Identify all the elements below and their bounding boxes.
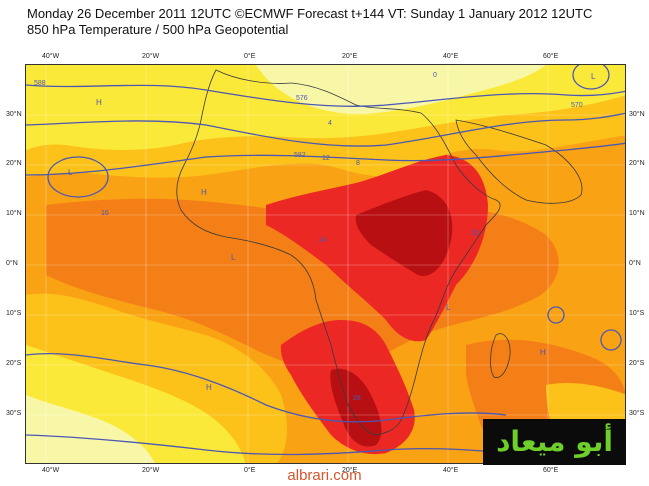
contour-label: 20 xyxy=(471,230,479,237)
low-pressure-mark: L xyxy=(591,72,596,81)
low-pressure-mark: L xyxy=(68,168,73,177)
lat-tick-right: 0°N xyxy=(629,260,641,267)
lat-tick-left: 20°N xyxy=(6,160,22,167)
lat-tick-right: 30°S xyxy=(629,410,645,417)
lon-tick-top: 40°W xyxy=(42,53,60,60)
forecast-map: 588 582 576 570 12 16 20 24 28 8 4 0 H H… xyxy=(25,64,626,464)
high-pressure-mark: H xyxy=(206,383,212,392)
lat-tick-right: 10°S xyxy=(629,310,645,317)
contour-label: 576 xyxy=(296,95,308,102)
lon-tick-bottom: 60°E xyxy=(543,467,559,474)
lon-tick-top: 60°E xyxy=(543,53,559,60)
contour-label: 12 xyxy=(322,155,330,162)
band-pale-north xyxy=(256,65,546,115)
high-pressure-mark: H xyxy=(96,98,102,107)
contour-label: 28 xyxy=(353,395,361,402)
lon-tick-bottom: 20°E xyxy=(342,467,358,474)
lat-tick-right: 20°N xyxy=(629,160,645,167)
coastline-madagascar xyxy=(490,333,511,378)
low-pressure-mark: L xyxy=(446,303,451,312)
map-subtitle: 850 hPa Temperature / 500 hPa Geopotenti… xyxy=(27,22,289,37)
band-dark-red-kalahari xyxy=(330,368,382,447)
pressure-cells xyxy=(47,65,622,351)
lat-tick-left: 20°S xyxy=(6,360,22,367)
temperature-field: 588 582 576 570 12 16 20 24 28 8 4 0 H H… xyxy=(26,65,625,463)
contour-label: 8 xyxy=(356,160,360,167)
lat-tick-left: 10°S xyxy=(6,310,22,317)
lat-tick-left: 30°N xyxy=(6,111,22,118)
band-dark-red-core xyxy=(355,190,453,276)
contour-label: 582 xyxy=(294,152,306,159)
contour-label: 4 xyxy=(328,120,332,127)
lon-tick-top: 20°W xyxy=(142,53,160,60)
contour-label: 24 xyxy=(319,237,327,244)
low-pressure-mark: L xyxy=(231,253,236,262)
lon-tick-top: 20°E xyxy=(342,53,358,60)
lat-tick-left: 30°S xyxy=(6,410,22,417)
high-pressure-mark: H xyxy=(201,188,207,197)
lat-tick-right: 30°N xyxy=(629,111,645,118)
lon-tick-top: 0°E xyxy=(244,53,256,60)
coastline-arabia xyxy=(455,119,583,204)
lon-tick-bottom: 40°E xyxy=(443,467,459,474)
lon-tick-bottom: 20°W xyxy=(142,467,160,474)
site-credit: albrari.com xyxy=(287,467,362,484)
lat-tick-right: 10°N xyxy=(629,210,645,217)
high-pressure-mark: H xyxy=(540,348,546,357)
lon-tick-bottom: 40°W xyxy=(42,467,60,474)
lat-tick-left: 10°N xyxy=(6,210,22,217)
contour-label: 588 xyxy=(34,80,46,87)
lon-tick-bottom: 0°E xyxy=(244,467,256,474)
lon-tick-top: 40°E xyxy=(443,53,459,60)
contour-labels: 588 582 576 570 12 16 20 24 28 8 4 0 xyxy=(34,72,583,402)
lat-tick-right: 20°S xyxy=(629,360,645,367)
graticule xyxy=(26,65,625,463)
geopotential-contours xyxy=(26,84,625,456)
pressure-labels: H H H H L L L L xyxy=(68,72,596,392)
contour-label: 16 xyxy=(101,210,109,217)
map-title: Monday 26 December 2011 12UTC ©ECMWF For… xyxy=(27,6,593,21)
band-pale-atlantic xyxy=(26,395,155,463)
watermark-logo: أبو ميعاد xyxy=(483,419,626,465)
lat-tick-left: 0°N xyxy=(6,260,18,267)
contour-label: 570 xyxy=(571,102,583,109)
coastline-africa xyxy=(176,69,501,436)
contour-label: 0 xyxy=(433,72,437,79)
